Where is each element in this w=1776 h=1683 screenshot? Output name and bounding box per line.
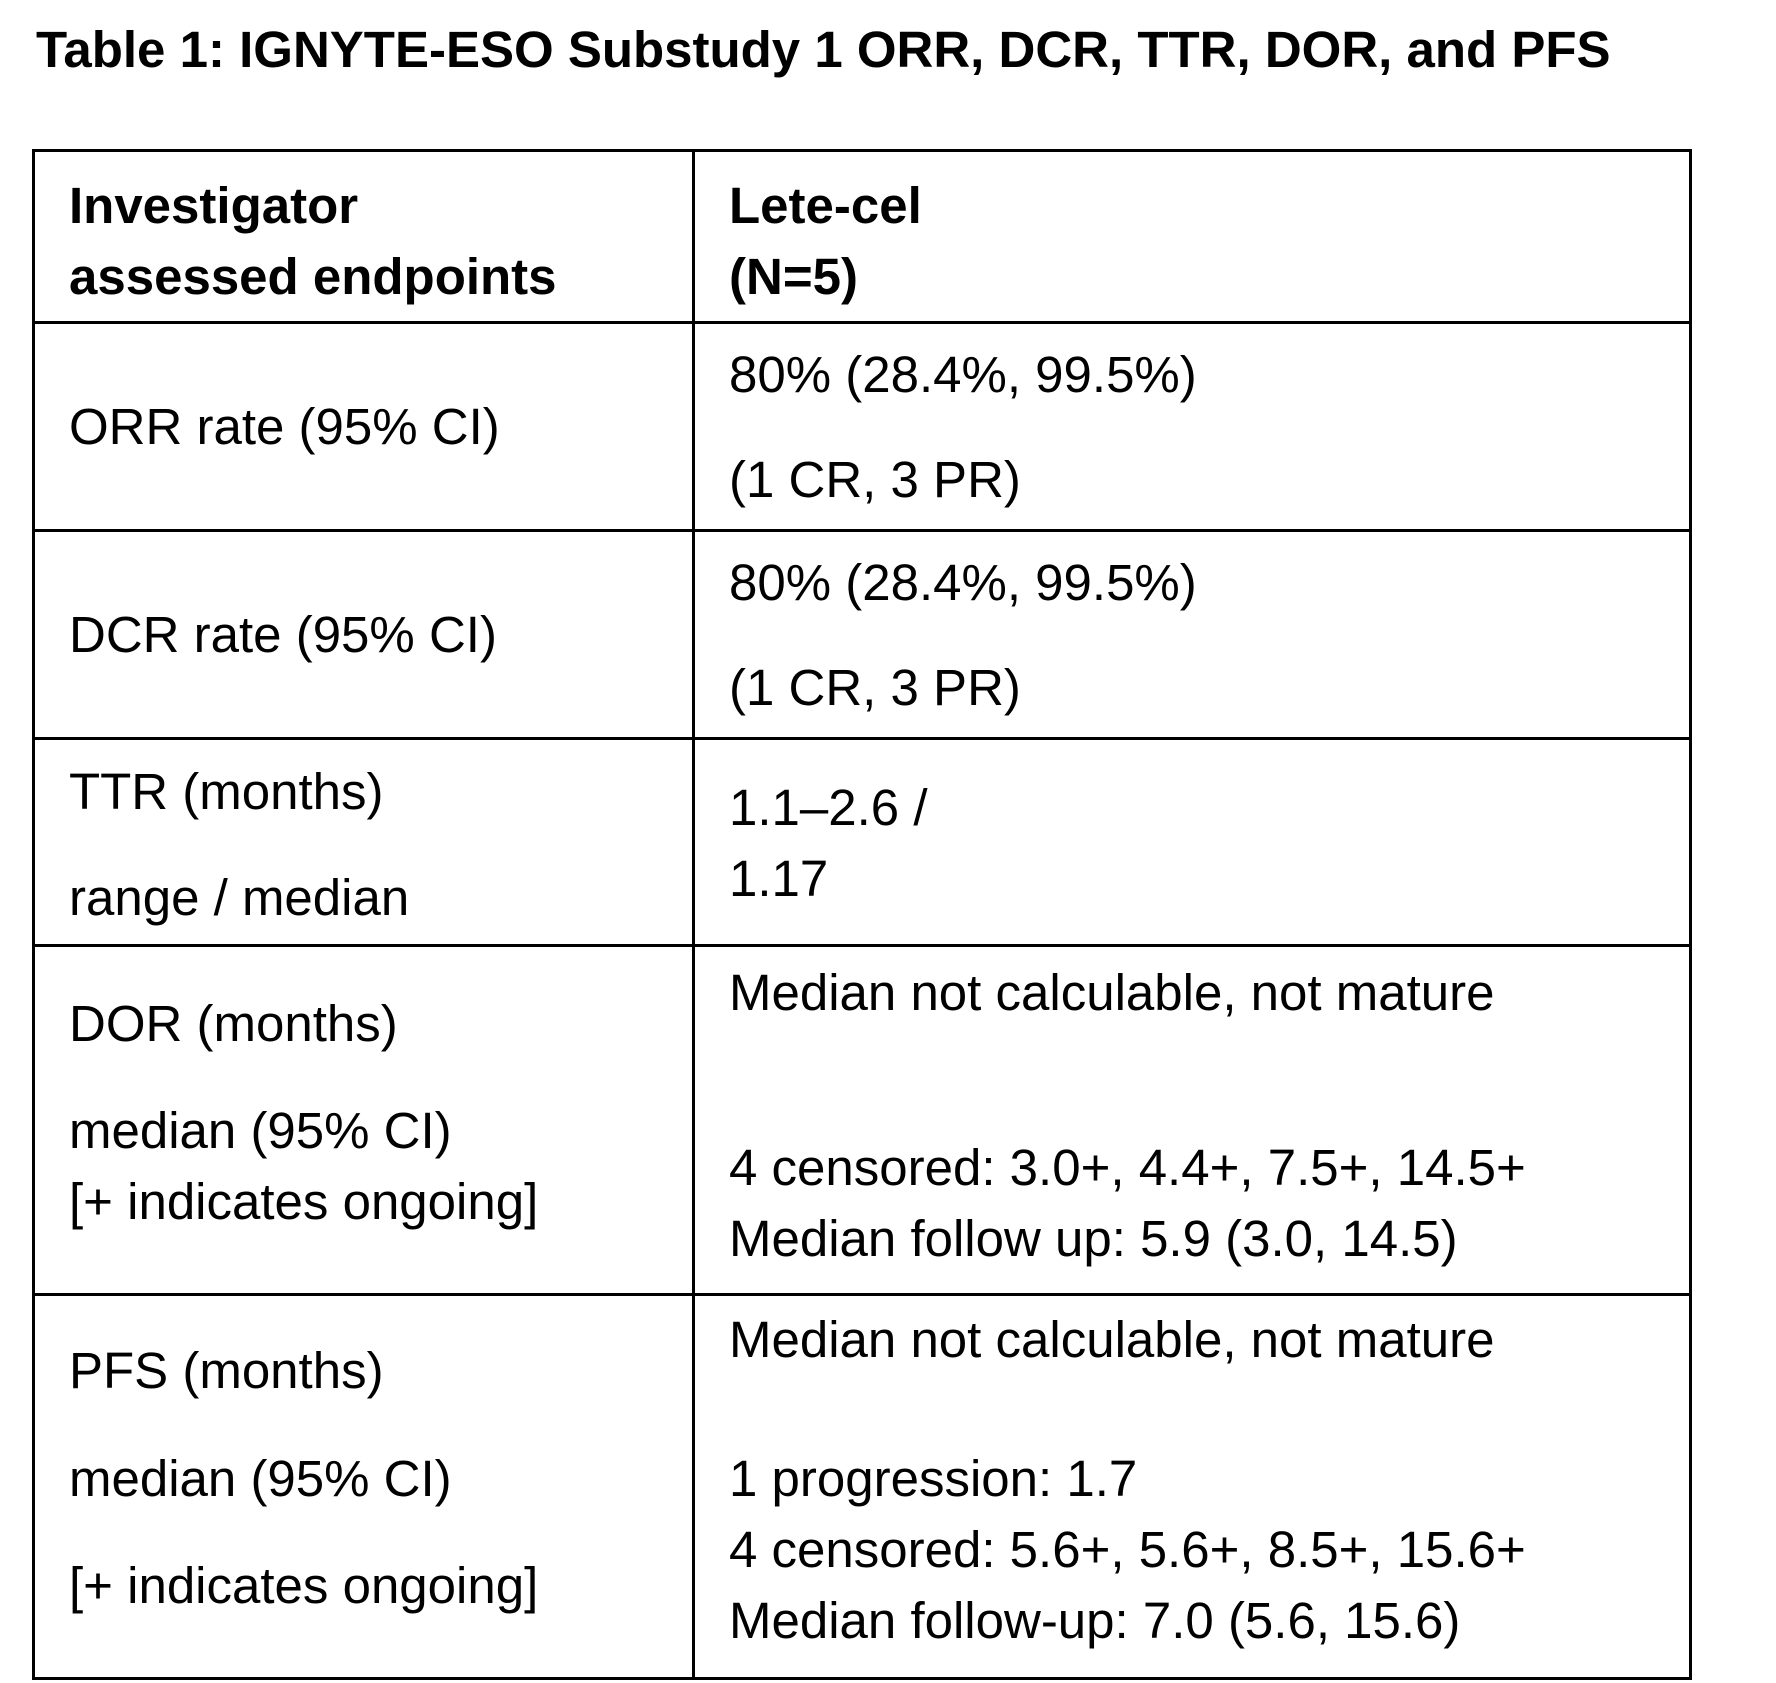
ttr-value-line-1: 1.1–2.6 / — [729, 779, 928, 836]
dcr-value-line-2: (1 CR, 3 PR) — [729, 659, 1021, 716]
row-label-ttr: TTR (months) range / median — [32, 737, 695, 947]
header-lete-cel-line-1: Lete-cel — [729, 177, 922, 234]
ttr-label-line-2: range / median — [69, 869, 410, 926]
row-value-orr: 80% (28.4%, 99.5%) (1 CR, 3 PR) — [692, 321, 1692, 532]
header-cell-endpoints: Investigator assessed endpoints — [32, 149, 695, 324]
row-label-dor: DOR (months) median (95% CI) [+ indicate… — [32, 944, 695, 1296]
pfs-label-line-1: PFS (months) — [69, 1342, 384, 1399]
pfs-value-line-2: 1 progression: 1.7 — [729, 1450, 1138, 1507]
pfs-label-line-3: [+ indicates ongoing] — [69, 1557, 539, 1614]
pfs-label-line-2: median (95% CI) — [69, 1450, 452, 1507]
table-row-orr: ORR rate (95% CI) 80% (28.4%, 99.5%) (1 … — [32, 321, 1692, 532]
pfs-value-line-1: Median not calculable, not mature — [729, 1311, 1495, 1368]
table-header-row: Investigator assessed endpoints Lete-cel… — [32, 149, 1692, 324]
dor-value-line-3: Median follow up: 5.9 (3.0, 14.5) — [729, 1210, 1458, 1267]
dor-value-line-1: Median not calculable, not mature — [729, 964, 1495, 1021]
dcr-label-line-1: DCR rate (95% CI) — [69, 606, 497, 663]
row-label-pfs: PFS (months) median (95% CI) [+ indicate… — [32, 1293, 695, 1680]
ttr-label-line-1: TTR (months) — [69, 763, 384, 820]
dor-label-line-3: [+ indicates ongoing] — [69, 1173, 539, 1230]
pfs-value-line-4: Median follow-up: 7.0 (5.6, 15.6) — [729, 1592, 1461, 1649]
row-value-ttr: 1.1–2.6 / 1.17 — [692, 737, 1692, 947]
row-label-orr: ORR rate (95% CI) — [32, 321, 695, 532]
header-lete-cel-line-2: (N=5) — [729, 248, 858, 305]
orr-label-line-1: ORR rate (95% CI) — [69, 398, 500, 455]
orr-value-line-1: 80% (28.4%, 99.5%) — [729, 346, 1197, 403]
table-row-dor: DOR (months) median (95% CI) [+ indicate… — [32, 944, 1692, 1296]
row-value-dor: Median not calculable, not mature 4 cens… — [692, 944, 1692, 1296]
endpoints-table: Investigator assessed endpoints Lete-cel… — [32, 149, 1692, 1680]
orr-value-line-2: (1 CR, 3 PR) — [729, 451, 1021, 508]
dcr-value-line-1: 80% (28.4%, 99.5%) — [729, 554, 1197, 611]
table-row-dcr: DCR rate (95% CI) 80% (28.4%, 99.5%) (1 … — [32, 529, 1692, 740]
header-endpoints-line-2: assessed endpoints — [69, 248, 557, 305]
dor-value-line-2: 4 censored: 3.0+, 4.4+, 7.5+, 14.5+ — [729, 1139, 1526, 1196]
ttr-value-line-2: 1.17 — [729, 850, 829, 907]
table-title: Table 1: IGNYTE-ESO Substudy 1 ORR, DCR,… — [36, 21, 1611, 78]
pfs-value-line-3: 4 censored: 5.6+, 5.6+, 8.5+, 15.6+ — [729, 1521, 1526, 1578]
table-row-pfs: PFS (months) median (95% CI) [+ indicate… — [32, 1293, 1692, 1680]
header-endpoints-line-1: Investigator — [69, 177, 359, 234]
header-cell-lete-cel: Lete-cel (N=5) — [692, 149, 1692, 324]
dor-label-line-1: DOR (months) — [69, 995, 398, 1052]
row-value-pfs: Median not calculable, not mature 1 prog… — [692, 1293, 1692, 1680]
table-row-ttr: TTR (months) range / median 1.1–2.6 / 1.… — [32, 737, 1692, 947]
row-value-dcr: 80% (28.4%, 99.5%) (1 CR, 3 PR) — [692, 529, 1692, 740]
dor-label-line-2: median (95% CI) — [69, 1102, 452, 1159]
row-label-dcr: DCR rate (95% CI) — [32, 529, 695, 740]
